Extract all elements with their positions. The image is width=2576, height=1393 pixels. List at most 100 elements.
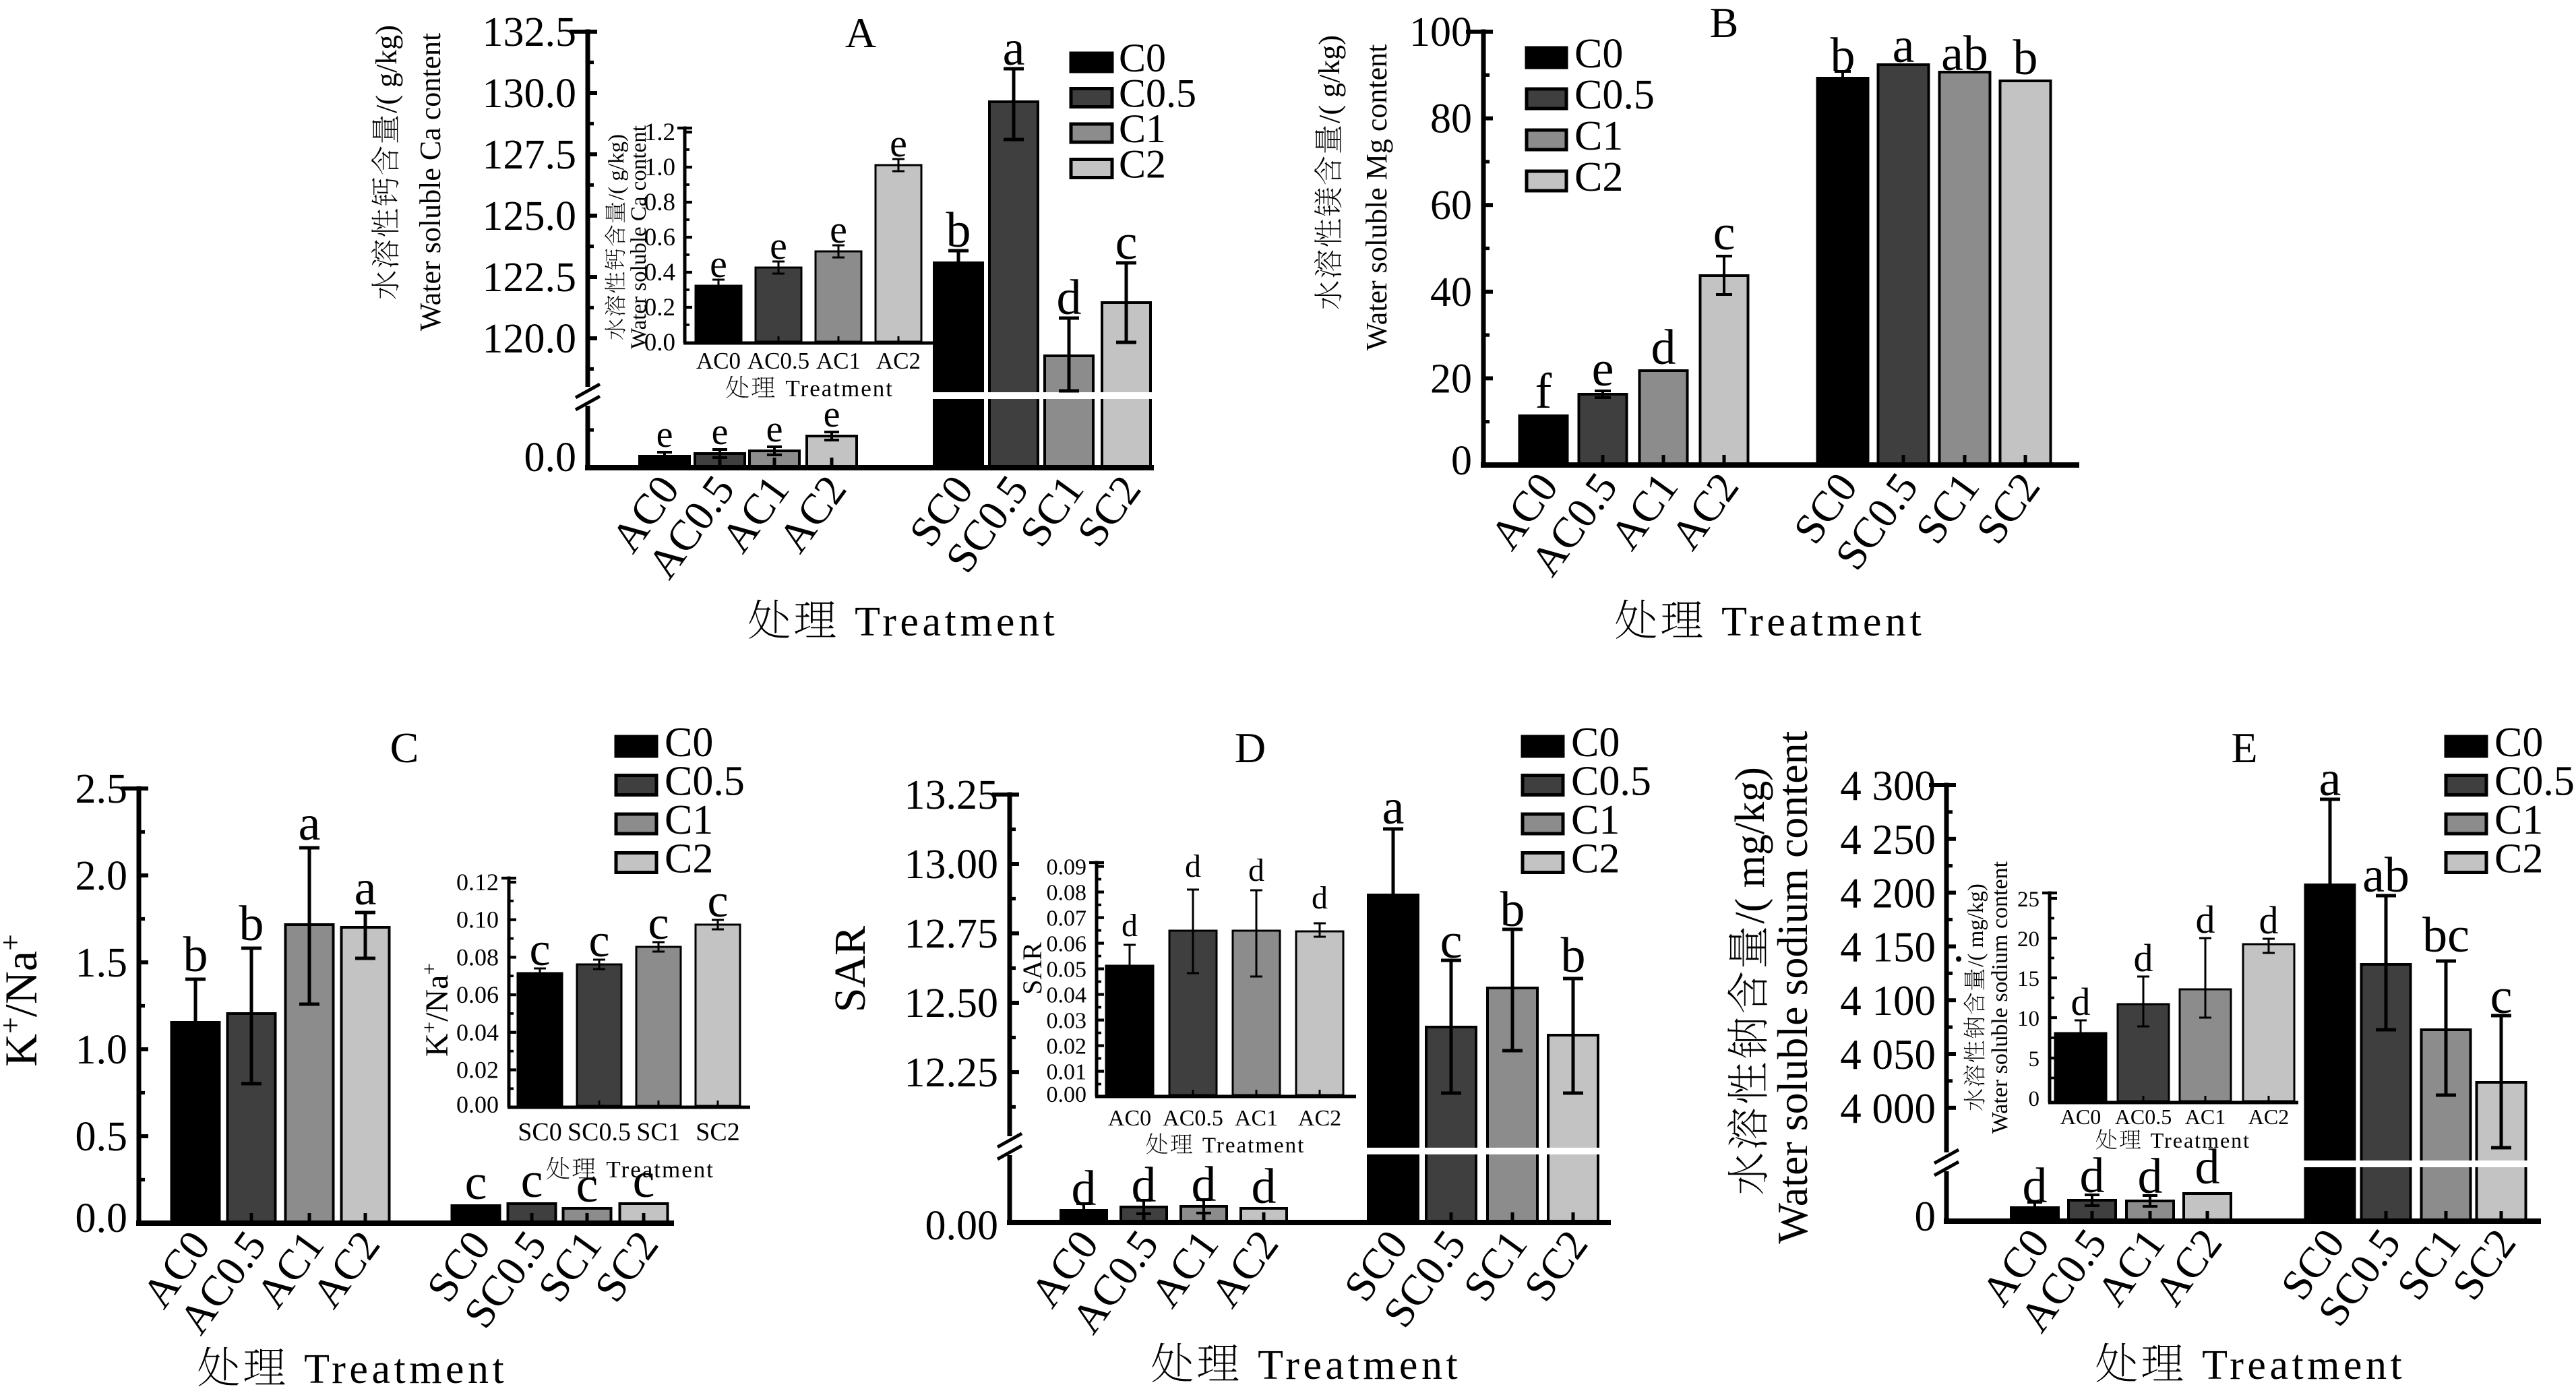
svg-text:0.02: 0.02 <box>456 1057 499 1084</box>
svg-text:/( mg/kg): /( mg/kg) <box>1727 767 1773 923</box>
svg-text:20: 20 <box>2017 927 2040 952</box>
svg-text:2.5: 2.5 <box>75 766 128 812</box>
svg-text:1.5: 1.5 <box>75 940 128 986</box>
svg-text:130.0: 130.0 <box>483 71 577 117</box>
svg-text:C0: C0 <box>2494 720 2543 766</box>
svg-text:Water soluble Ca content: Water soluble Ca content <box>627 125 651 349</box>
svg-text:0.03: 0.03 <box>1047 1009 1087 1034</box>
svg-text:C0.5: C0.5 <box>1571 759 1651 805</box>
svg-text:0.05: 0.05 <box>1047 958 1087 983</box>
svg-text:d: d <box>1072 1161 1097 1216</box>
svg-text:10: 10 <box>2017 1007 2040 1031</box>
svg-text:Treatment: Treatment <box>304 1346 508 1392</box>
svg-text:20: 20 <box>1430 356 1472 402</box>
svg-text:C1: C1 <box>1571 797 1620 843</box>
svg-text:d: d <box>2080 1148 2105 1204</box>
svg-text:/( g/kg): /( g/kg) <box>1313 35 1346 123</box>
svg-text:13.00: 13.00 <box>904 842 999 888</box>
svg-text:AC0: AC0 <box>696 348 741 374</box>
svg-text:c: c <box>465 1155 487 1210</box>
svg-text:C1: C1 <box>2494 797 2543 843</box>
svg-text:C0: C0 <box>1574 31 1623 77</box>
svg-text:C0.5: C0.5 <box>1119 71 1196 116</box>
svg-text:AC0.5: AC0.5 <box>2115 1105 2172 1129</box>
svg-text:Treatment: Treatment <box>606 1156 714 1183</box>
svg-text:d: d <box>2138 1149 2163 1204</box>
svg-text:C2: C2 <box>1119 142 1166 187</box>
svg-text:12.25: 12.25 <box>904 1050 999 1096</box>
svg-text:4 250: 4 250 <box>1840 816 1936 863</box>
svg-text:2.0: 2.0 <box>75 853 128 899</box>
svg-text:AC1: AC1 <box>816 348 861 374</box>
svg-text:c: c <box>648 898 669 950</box>
svg-text:C1: C1 <box>665 797 713 843</box>
svg-text:1.2: 1.2 <box>644 119 675 146</box>
svg-text:C0: C0 <box>1571 720 1620 766</box>
svg-text:C: C <box>390 724 419 772</box>
svg-text:0: 0 <box>2029 1087 2040 1111</box>
svg-text:d: d <box>1312 880 1328 916</box>
svg-text:C0.5: C0.5 <box>665 759 745 805</box>
svg-text:25: 25 <box>2017 888 2040 912</box>
svg-text:122.5: 122.5 <box>483 255 577 301</box>
svg-text:e: e <box>1592 342 1614 397</box>
svg-text:d: d <box>1248 853 1264 888</box>
svg-text:127.5: 127.5 <box>483 132 577 178</box>
svg-text:C0: C0 <box>1119 36 1166 80</box>
svg-text:c: c <box>2490 969 2513 1024</box>
svg-text:4 200: 4 200 <box>1840 870 1936 917</box>
svg-text:Treatment: Treatment <box>1202 1134 1305 1158</box>
svg-text:d: d <box>1185 848 1201 884</box>
svg-text:c: c <box>707 875 728 927</box>
svg-text:Treatment: Treatment <box>1258 1342 1461 1388</box>
svg-text:0.09: 0.09 <box>1047 855 1087 880</box>
svg-text:C2: C2 <box>665 836 713 882</box>
svg-text:Treatment: Treatment <box>1721 599 1925 645</box>
svg-text:4 150: 4 150 <box>1840 923 1936 970</box>
svg-text:d: d <box>2259 898 2279 942</box>
svg-text:C1: C1 <box>1574 113 1623 159</box>
svg-text:13.25: 13.25 <box>904 772 999 818</box>
svg-text:0.07: 0.07 <box>1047 906 1087 931</box>
svg-text:4 100: 4 100 <box>1840 977 1936 1024</box>
svg-text:a: a <box>299 796 321 851</box>
svg-text:80: 80 <box>1430 96 1472 142</box>
svg-text:0.0: 0.0 <box>524 435 577 481</box>
svg-text:Treatment: Treatment <box>2202 1342 2405 1388</box>
svg-text:/( g/kg): /( g/kg) <box>605 134 629 200</box>
svg-text:ab: ab <box>2362 848 2410 903</box>
svg-text:b: b <box>183 927 208 983</box>
svg-text:AC1: AC1 <box>2185 1105 2226 1129</box>
svg-text:d: d <box>1252 1159 1277 1214</box>
svg-text:100: 100 <box>1409 9 1472 55</box>
svg-text:b: b <box>239 896 264 952</box>
svg-text:B: B <box>1710 0 1739 47</box>
svg-text:12.50: 12.50 <box>904 981 999 1026</box>
svg-text:C0.5: C0.5 <box>1574 72 1655 118</box>
svg-text:1.0: 1.0 <box>644 154 675 181</box>
svg-text:1.0: 1.0 <box>75 1027 128 1073</box>
svg-text:AC0.5: AC0.5 <box>1163 1106 1223 1131</box>
svg-text:0.04: 0.04 <box>1047 983 1087 1008</box>
svg-text:0.8: 0.8 <box>644 189 675 216</box>
svg-text:c: c <box>529 924 550 976</box>
svg-text:c: c <box>1115 215 1138 270</box>
svg-text:132.5: 132.5 <box>483 9 577 55</box>
svg-text:b: b <box>1831 28 1856 84</box>
svg-text:bc: bc <box>2422 908 2470 963</box>
svg-text:f: f <box>1535 364 1552 419</box>
svg-text:0.12: 0.12 <box>456 869 499 896</box>
svg-text:AC1: AC1 <box>1235 1106 1278 1131</box>
svg-text:d: d <box>1192 1157 1217 1212</box>
svg-text:0.00: 0.00 <box>456 1091 499 1118</box>
svg-text:Water soluble Mg content: Water soluble Mg content <box>1360 44 1393 351</box>
svg-text:b: b <box>1561 928 1586 983</box>
svg-text:e: e <box>710 242 727 286</box>
svg-text:c: c <box>588 915 609 967</box>
svg-text:e: e <box>830 208 847 251</box>
svg-text:40: 40 <box>1430 270 1472 315</box>
svg-text:120.0: 120.0 <box>483 316 577 362</box>
svg-text:C2: C2 <box>1571 836 1620 882</box>
svg-text:d: d <box>1651 320 1676 375</box>
svg-text:b: b <box>2013 30 2038 86</box>
